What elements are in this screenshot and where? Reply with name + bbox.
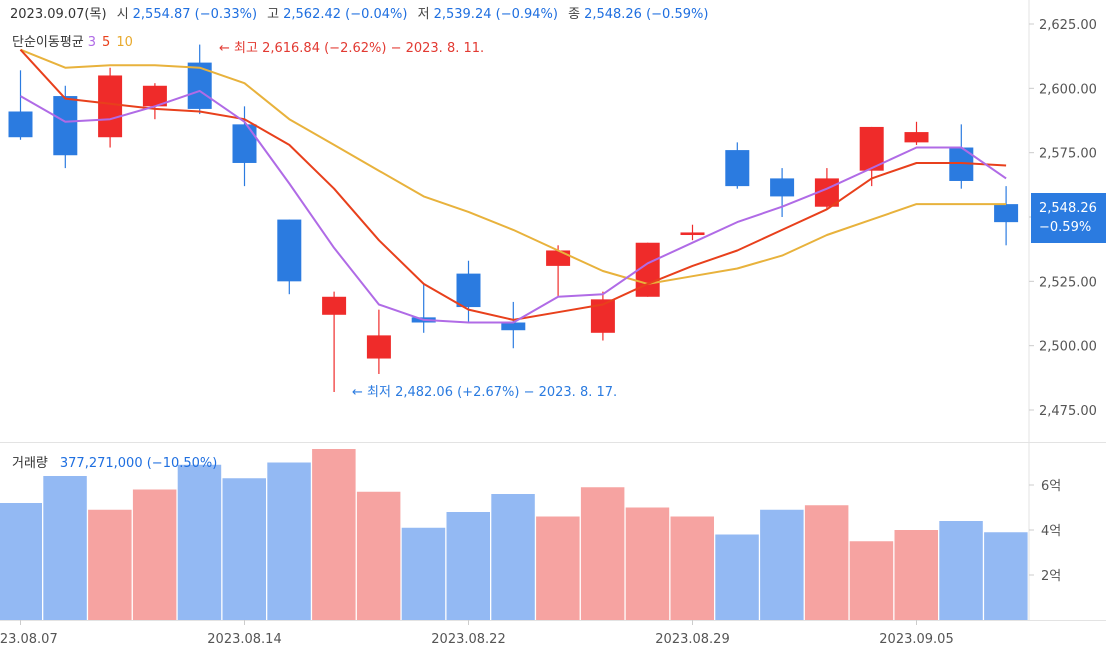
volume-bar[interactable] [715,534,759,621]
volume-tick-label: 6억 [1041,479,1061,494]
ma10-line [20,48,1007,285]
volume-bar[interactable] [670,516,715,621]
last-price-value: 2,548.26 [1039,201,1097,216]
ma5-legend[interactable]: 5 [102,35,111,50]
candle-body[interactable] [456,273,481,308]
volume-bar[interactable] [267,462,311,621]
volume-bar[interactable] [0,503,42,620]
volume-bar[interactable] [43,476,87,620]
volume-bar[interactable] [894,530,939,620]
time-tick-label: 2023.08.07 [0,632,58,647]
open-value: 2,554.87 (−0.33%) [132,7,258,22]
volume-bar[interactable] [177,464,222,620]
last-price-change: −0.59% [1039,220,1092,235]
volume-bar[interactable] [222,478,267,620]
candle-body[interactable] [53,96,78,156]
volume-bar[interactable] [491,494,535,620]
volume-label: 거래량 [12,456,48,471]
high-annotation: ← 최고 2,616.84 (−2.62%) − 2023. 8. 11. [219,41,485,56]
candle-body[interactable] [98,75,123,138]
volume-bar[interactable] [625,507,670,621]
volume-bar[interactable] [760,509,804,620]
candle-body[interactable] [8,111,33,138]
candle-body[interactable] [366,335,391,359]
candle-body[interactable] [277,219,302,282]
ma-legend-label: 단순이동평균 [12,35,84,50]
volume-bar[interactable] [939,521,983,620]
candle-body[interactable] [501,322,526,331]
time-tick-label: 2023.08.22 [431,632,505,647]
volume-bar[interactable] [580,487,625,620]
candle-body[interactable] [187,62,212,109]
price-tick-label: 2,575.00 [1039,147,1097,162]
candle-body[interactable] [725,150,750,187]
low-annotation: ← 최저 2,482.06 (+2.67%) − 2023. 8. 17. [352,385,618,400]
ma5-line [19,49,1007,321]
ma3-line [20,89,1007,324]
volume-bar[interactable] [88,509,132,620]
candle-body[interactable] [546,250,571,266]
volume-tick-label: 2억 [1041,569,1061,584]
close-label: 종 [568,7,581,22]
volume-bar[interactable] [984,532,1028,620]
low-value: 2,539.24 (−0.94%) [433,7,558,22]
volume-bar[interactable] [401,527,446,620]
volume-value: 377,271,000 (−10.50%) [59,456,218,471]
price-tick-label: 2,625.00 [1039,18,1097,33]
price-tick-label: 2,525.00 [1039,275,1097,290]
high-value: 2,562.42 (−0.04%) [283,7,408,22]
volume-bar[interactable] [132,489,177,621]
volume-bar[interactable] [312,449,356,620]
candle-body[interactable] [142,85,167,107]
volume-legend: 거래량 377,271,000 (−10.50%) [12,452,217,471]
volume-bar[interactable] [356,491,401,620]
moving-average-legend[interactable]: 단순이동평균 3 5 10 [12,31,133,50]
candle-body[interactable] [770,178,795,197]
candle-body[interactable] [904,132,929,143]
volume-bar[interactable] [849,541,894,620]
ohlc-header: 2023.09.07(목) 시 2,554.87 (−0.33%) 고 2,562.… [10,3,708,22]
candle-body[interactable] [322,296,347,315]
high-label: 고 [267,7,280,22]
time-tick-label: 2023.08.14 [207,632,281,647]
time-tick-label: 2023.08.29 [655,632,729,647]
volume-tick-label: 4억 [1041,524,1061,539]
open-label: 시 [116,7,129,22]
candle-body[interactable] [680,232,705,236]
low-label: 저 [417,7,430,22]
candle-body[interactable] [994,204,1019,223]
header-date: 2023.09.07(목) [10,7,107,22]
price-tick-label: 2,500.00 [1039,340,1097,355]
volume-bar[interactable] [804,505,849,620]
volume-bar[interactable] [536,516,580,621]
close-value: 2,548.26 (−0.59%) [584,7,709,22]
ma3-legend[interactable]: 3 [87,35,97,50]
price-tick-label: 2,475.00 [1039,404,1097,419]
price-tick-label: 2,600.00 [1039,82,1097,97]
candle-body[interactable] [232,124,257,163]
time-tick-label: 2023.09.05 [879,632,953,647]
last-price-tag: 2,548.26 −0.59% [1031,193,1106,243]
ma10-legend[interactable]: 10 [116,35,133,50]
volume-bar[interactable] [446,512,491,620]
